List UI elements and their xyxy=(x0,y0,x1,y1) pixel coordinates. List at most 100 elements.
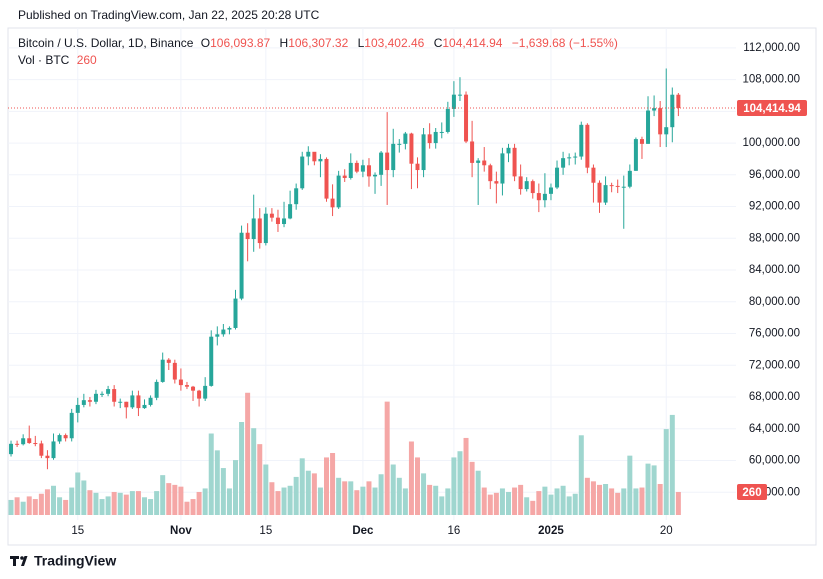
volume-bar xyxy=(536,491,542,515)
volume-bar xyxy=(239,422,245,515)
candle-body xyxy=(203,385,208,399)
last-price-tag xyxy=(737,100,807,117)
c-key: C xyxy=(433,36,443,50)
candle-body xyxy=(93,393,98,402)
candle-body xyxy=(652,108,657,111)
volume-tag xyxy=(737,483,767,500)
volume-bar xyxy=(202,488,208,515)
candle-body xyxy=(257,218,262,244)
volume-bar xyxy=(675,491,681,515)
volume-bar xyxy=(487,494,493,515)
candle-body xyxy=(348,162,353,178)
volume-bar xyxy=(8,499,14,515)
volume-bar xyxy=(645,463,651,515)
candle-body xyxy=(312,151,317,162)
candle-body xyxy=(470,141,475,163)
y-tick-label: 92,000.00 xyxy=(749,201,800,213)
volume-bar xyxy=(651,465,657,515)
volume-bar xyxy=(348,481,354,515)
volume-bar xyxy=(493,492,499,515)
candle-body xyxy=(482,160,487,166)
candle-body xyxy=(336,175,341,208)
candle-body xyxy=(178,379,183,386)
volume-bar xyxy=(639,487,645,515)
volume-bar xyxy=(257,444,263,515)
candle-body xyxy=(21,438,26,445)
brand: TradingView xyxy=(34,553,116,569)
volume-bar xyxy=(512,487,518,515)
candle-body xyxy=(488,165,493,182)
volume-bar xyxy=(135,491,141,515)
volume-bar xyxy=(14,497,20,515)
x-tick-label: 16 xyxy=(448,525,461,537)
candle-body xyxy=(282,218,287,225)
volume-bar xyxy=(57,497,63,515)
volume-bar xyxy=(208,433,214,515)
volume-bar xyxy=(99,499,105,515)
candle-body xyxy=(639,139,644,144)
candle-body xyxy=(591,167,596,183)
candle-body xyxy=(294,188,299,205)
volume-bar xyxy=(251,428,257,515)
volume-bar xyxy=(81,480,87,515)
volume-bar xyxy=(633,488,639,515)
volume-bar xyxy=(32,499,38,515)
y-tick-label: 60,000.00 xyxy=(749,455,800,467)
y-tick-label: 76,000.00 xyxy=(749,328,800,340)
volume-bar xyxy=(220,468,226,515)
candle-body xyxy=(215,334,220,337)
volume-bar xyxy=(378,474,384,515)
candle-body xyxy=(148,397,153,405)
volume-bar xyxy=(226,488,232,515)
grid xyxy=(8,28,736,520)
volume-bar xyxy=(26,496,32,515)
volume-bar xyxy=(317,487,323,515)
candle-body xyxy=(391,143,396,171)
volume-bar xyxy=(311,473,317,515)
candle-body xyxy=(221,329,226,335)
volume-bar xyxy=(299,458,305,515)
volume-bar xyxy=(166,483,172,515)
volume-bar xyxy=(427,484,433,515)
y-tick-label: 84,000.00 xyxy=(749,264,800,276)
o-value: 106,093.87 xyxy=(210,36,271,50)
volume-bar xyxy=(384,401,390,515)
volume-bar xyxy=(154,491,160,515)
volume-value: 260 xyxy=(76,53,97,67)
candle-body xyxy=(627,170,632,187)
x-tick-label: 2025 xyxy=(538,525,564,537)
volume-bar xyxy=(542,486,548,515)
volume-bar xyxy=(245,392,251,515)
volume-bar xyxy=(439,496,445,515)
volume-bar xyxy=(578,435,584,515)
volume-bar xyxy=(336,477,342,515)
volume-header: Vol · BTC 260 xyxy=(18,53,103,67)
candle-body xyxy=(227,327,232,330)
candle-body xyxy=(579,124,584,157)
last-price-label: 104,414.94 xyxy=(743,103,801,115)
candle-body xyxy=(633,139,638,171)
candle-body xyxy=(524,181,529,190)
candle-body xyxy=(63,435,68,439)
candle-body xyxy=(300,156,305,189)
volume-bar xyxy=(609,488,615,515)
volume-bar xyxy=(402,488,408,515)
volume-bar xyxy=(481,487,487,515)
candle-body xyxy=(409,133,414,164)
volume-bar xyxy=(518,484,524,515)
volume-bar xyxy=(93,492,99,515)
candle-body xyxy=(318,158,323,162)
candle-body xyxy=(330,198,335,208)
volume-bar xyxy=(433,485,439,515)
x-tick-label: 15 xyxy=(259,525,272,537)
volume-bar xyxy=(305,470,311,515)
candle-body xyxy=(166,359,171,363)
volume-bar xyxy=(38,493,44,515)
candle-body xyxy=(288,204,293,219)
candle-body xyxy=(233,298,238,328)
volume-bar xyxy=(275,491,281,515)
candle-body xyxy=(239,232,244,299)
volume-bar xyxy=(75,472,81,515)
